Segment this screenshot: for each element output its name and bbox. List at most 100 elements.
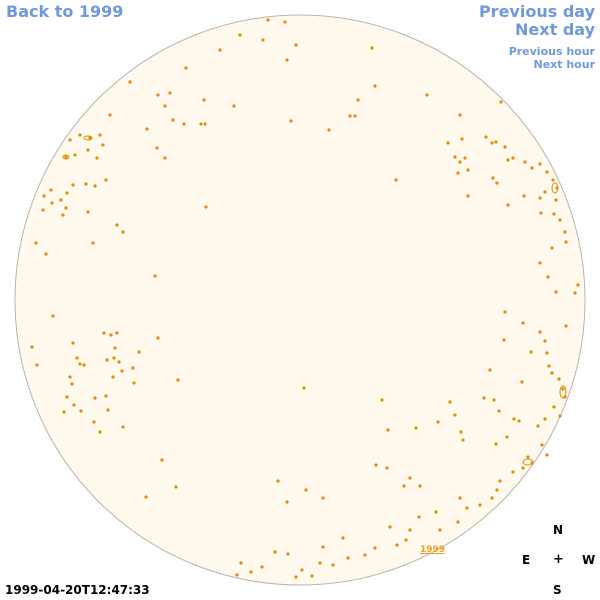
disk-feature — [50, 201, 54, 205]
disk-feature — [102, 331, 106, 335]
disk-feature — [44, 252, 48, 256]
disk-feature — [72, 403, 76, 407]
disk-feature — [547, 364, 551, 368]
disk-feature — [92, 420, 96, 424]
disk-feature — [65, 395, 69, 399]
disk-feature — [108, 113, 112, 117]
disk-feature — [543, 417, 547, 421]
disk-feature — [522, 194, 526, 198]
disk-feature — [120, 369, 124, 373]
disk-feature — [463, 156, 467, 160]
disk-feature — [321, 545, 325, 549]
disk-feature — [137, 350, 141, 354]
disk-feature — [448, 400, 452, 404]
disk-feature — [145, 127, 149, 131]
disk-feature — [563, 230, 567, 234]
disk-feature — [530, 166, 534, 170]
disk-feature — [517, 419, 521, 423]
disk-feature — [466, 168, 470, 172]
disk-feature — [456, 171, 460, 175]
disk-feature — [554, 198, 558, 202]
disk-feature — [511, 470, 515, 474]
region-link[interactable]: 1999 — [420, 545, 446, 555]
disk-feature — [540, 443, 544, 447]
disk-feature — [502, 338, 506, 342]
disk-feature — [363, 553, 367, 557]
disk-feature — [459, 430, 463, 434]
disk-feature — [373, 84, 377, 88]
disk-feature — [388, 525, 392, 529]
previous-hour-link[interactable]: Previous hour — [508, 45, 595, 58]
disk-feature — [70, 382, 74, 386]
disk-feature — [385, 466, 389, 470]
previous-day-link[interactable]: Previous day — [478, 2, 595, 21]
disk-feature — [86, 210, 90, 214]
next-hour-link[interactable]: Next hour — [533, 58, 596, 71]
disk-feature — [576, 283, 580, 287]
disk-feature — [404, 538, 408, 542]
disk-feature — [561, 387, 565, 391]
disk-feature — [520, 380, 524, 384]
disk-feature — [559, 385, 567, 399]
disk-feature — [490, 496, 494, 500]
disk-feature — [121, 230, 125, 234]
disk-feature — [86, 148, 90, 152]
disk-feature — [302, 386, 306, 390]
disk-feature — [285, 58, 289, 62]
disk-feature — [494, 442, 498, 446]
disk-feature — [551, 178, 555, 182]
disk-feature — [153, 274, 157, 278]
disk-feature — [512, 417, 516, 421]
disk-feature — [78, 133, 82, 137]
disk-feature — [461, 438, 465, 442]
disk-feature — [521, 466, 525, 470]
disk-feature — [552, 212, 556, 216]
disk-feature — [105, 358, 109, 362]
disk-feature — [156, 336, 160, 340]
disk-feature — [538, 330, 542, 334]
disk-feature — [204, 205, 208, 209]
disk-feature — [536, 424, 540, 428]
compass-center: + — [553, 552, 564, 567]
disk-feature — [101, 143, 105, 147]
disk-feature — [285, 500, 289, 504]
disk-feature — [98, 133, 102, 137]
disk-feature — [238, 33, 242, 37]
back-link[interactable]: Back to 1999 — [6, 2, 124, 21]
disk-feature — [482, 396, 486, 400]
disk-feature — [539, 211, 543, 215]
disk-feature — [498, 479, 502, 483]
disk-feature — [506, 158, 510, 162]
disk-feature — [408, 476, 412, 480]
disk-feature — [59, 198, 63, 202]
disk-feature — [395, 543, 399, 547]
disk-feature — [232, 104, 236, 108]
disk-feature — [73, 153, 77, 157]
disk-feature — [266, 18, 270, 22]
observation-timestamp: 1999-04-20T12:47:33 — [5, 583, 150, 597]
disk-feature — [438, 528, 442, 532]
disk-feature — [505, 435, 509, 439]
disk-feature — [61, 213, 65, 217]
disk-feature — [490, 141, 494, 145]
disk-feature — [235, 573, 239, 577]
disk-feature — [564, 324, 568, 328]
disk-feature — [543, 339, 547, 343]
disk-feature — [353, 114, 357, 118]
disk-feature — [273, 550, 277, 554]
disk-feature — [436, 420, 440, 424]
disk-feature — [348, 114, 352, 118]
disk-feature — [466, 194, 470, 198]
disk-feature — [199, 122, 203, 126]
compass-east: E — [522, 553, 531, 567]
next-day-link[interactable]: Next day — [515, 20, 595, 39]
disk-feature — [49, 188, 53, 192]
disk-feature — [82, 363, 86, 367]
disk-feature — [121, 425, 125, 429]
disk-feature — [321, 496, 325, 500]
disk-feature — [550, 246, 554, 250]
disk-feature — [545, 453, 549, 457]
disk-feature — [88, 136, 92, 140]
disk-feature — [132, 381, 136, 385]
disk-feature — [294, 43, 298, 47]
